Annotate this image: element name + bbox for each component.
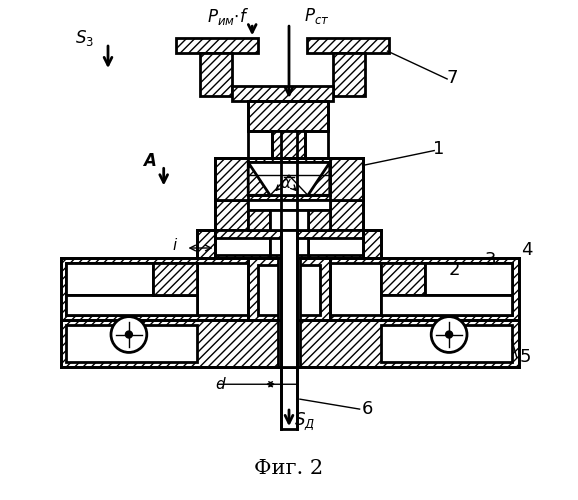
Text: $P_{ст}$: $P_{ст}$ [304,6,329,26]
Text: 5: 5 [520,348,531,366]
Bar [66,263,197,314]
Bar [216,200,248,230]
Polygon shape [248,162,270,196]
Bar [248,200,330,210]
Polygon shape [216,158,248,200]
Bar [425,263,512,294]
Bar [176,38,258,53]
Text: A: A [143,152,155,170]
Bar [66,294,197,314]
Bar [308,210,330,230]
Text: 1: 1 [434,140,445,158]
Polygon shape [308,162,330,196]
Bar [216,238,270,255]
Text: 6: 6 [362,400,373,418]
Bar [66,263,153,294]
Text: 3: 3 [485,251,497,269]
Bar [232,86,333,101]
Bar [153,263,197,294]
Bar [307,38,390,53]
Bar [197,263,381,314]
Bar [61,320,518,368]
Polygon shape [330,158,362,200]
Bar [270,210,308,230]
Bar [258,265,320,314]
Bar [270,238,308,255]
Bar [281,230,297,368]
Bar [248,258,330,320]
Text: $d$: $d$ [216,376,227,392]
Text: $S_Д$: $S_Д$ [294,410,315,432]
Bar [381,263,425,294]
Text: $P_{им}{\cdot}f$: $P_{им}{\cdot}f$ [208,6,249,27]
Circle shape [446,331,453,338]
Bar [278,320,300,368]
Bar [281,368,297,429]
Bar [362,230,381,258]
Bar [61,258,518,320]
Text: $i$: $i$ [172,237,179,253]
Bar [381,263,512,314]
Bar [308,238,362,255]
Bar [272,130,305,158]
Bar [248,162,330,196]
Bar [248,210,270,230]
Bar [248,162,330,196]
Bar [333,53,365,96]
Bar [381,324,512,362]
Circle shape [111,316,147,352]
Text: $\alpha$: $\alpha$ [280,176,292,191]
Bar [201,53,232,96]
Text: Фиг. 2: Фиг. 2 [254,460,324,478]
Bar [330,200,362,230]
Bar [216,158,362,200]
Text: 2: 2 [449,261,460,279]
Bar [197,230,216,258]
Bar [66,324,197,362]
Circle shape [431,316,467,352]
Bar [216,230,362,258]
Bar [381,294,512,314]
Bar [248,101,328,130]
Text: 4: 4 [521,241,532,259]
Circle shape [125,331,132,338]
Text: 7: 7 [446,69,458,87]
Text: $S_3$: $S_3$ [75,28,94,48]
Bar [278,258,300,320]
